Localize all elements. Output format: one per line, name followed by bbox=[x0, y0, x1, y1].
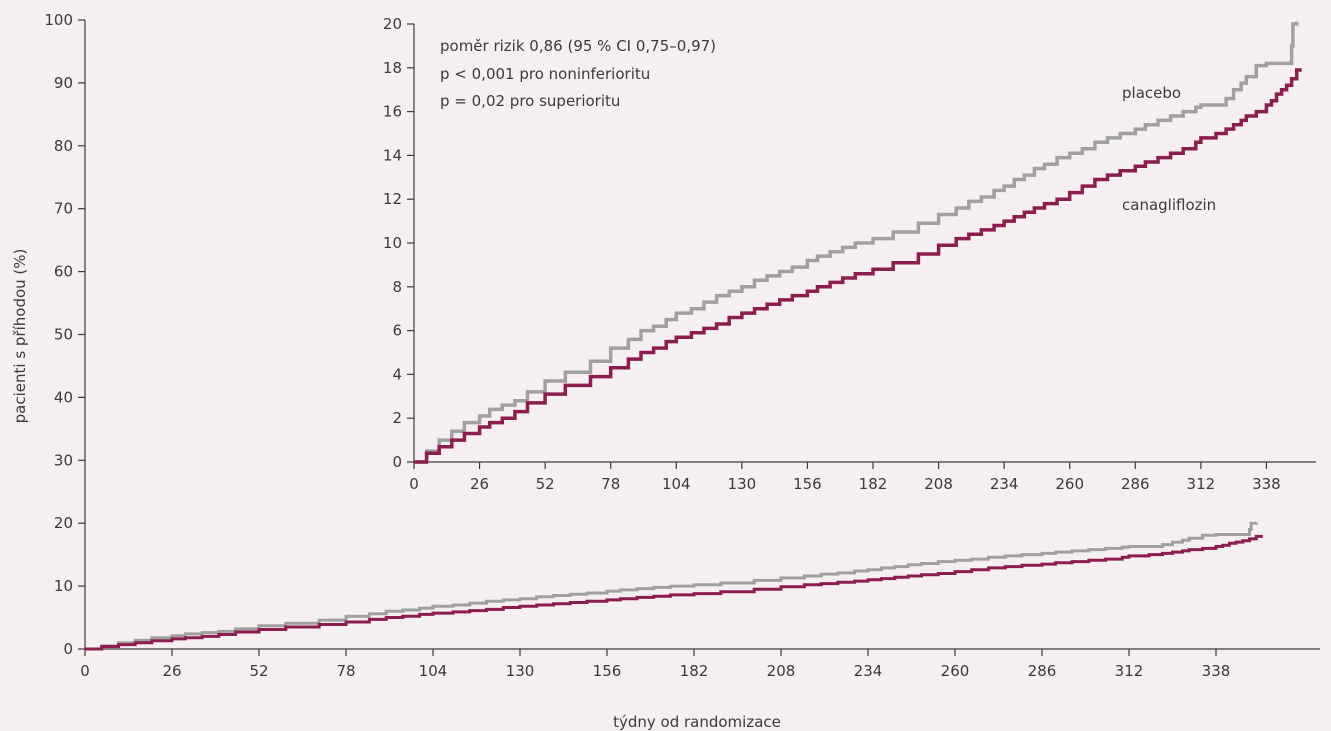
main-y-tick-label: 100 bbox=[44, 11, 73, 29]
inset-x-tick-label: 260 bbox=[1055, 475, 1084, 493]
main-axes: 0 26 52 78 104 130 156 182 208 234 260 286 312 338010… bbox=[44, 11, 1320, 680]
x-axis-title: týdny od randomizace bbox=[613, 713, 781, 731]
series-label-canagliflozin: canagliflozin bbox=[1122, 196, 1216, 214]
main-x-tick-label: 312 bbox=[1115, 662, 1144, 680]
inset-y-tick-label: 0 bbox=[392, 453, 402, 471]
inset-y-tick-label: 2 bbox=[392, 409, 402, 427]
main-y-tick-label: 20 bbox=[54, 514, 73, 532]
inset-x-tick-label: 78 bbox=[601, 475, 620, 493]
inset-y-tick-label: 12 bbox=[383, 190, 402, 208]
main-x-tick-label: 208 bbox=[767, 662, 796, 680]
inset-x-tick-label: 234 bbox=[990, 475, 1019, 493]
main-x-tick-label: 338 bbox=[1202, 662, 1231, 680]
main-y-tick-label: 70 bbox=[54, 200, 73, 218]
main-series bbox=[85, 521, 1263, 651]
series-label-placebo: placebo bbox=[1122, 84, 1181, 102]
main-y-tick-label: 0 bbox=[63, 640, 73, 658]
inset-series bbox=[414, 21, 1302, 464]
inset-series-canagliflozin bbox=[414, 68, 1302, 464]
main-x-tick-label: 104 bbox=[419, 662, 448, 680]
inset-x-tick-label: 286 bbox=[1121, 475, 1150, 493]
inset-y-tick-label: 6 bbox=[392, 322, 402, 340]
inset-series-placebo bbox=[414, 21, 1299, 464]
main-y-tick-label: 50 bbox=[54, 326, 73, 344]
inset-y-tick-label: 4 bbox=[392, 365, 402, 383]
main-series-placebo bbox=[85, 521, 1258, 651]
main-x-tick-label: 26 bbox=[162, 662, 181, 680]
inset-axes: 0 26 52 78 104 130 156 182 208 234 260 286 312 338024… bbox=[383, 15, 1316, 493]
main-x-tick-label: 52 bbox=[249, 662, 268, 680]
annotation-superiority: p = 0,02 pro superioritu bbox=[440, 92, 620, 110]
y-axis-title: pacienti s příhodou (%) bbox=[11, 249, 29, 424]
inset-x-tick-label: 312 bbox=[1187, 475, 1216, 493]
inset-x-tick-label: 26 bbox=[470, 475, 489, 493]
main-y-tick-label: 30 bbox=[54, 451, 73, 469]
main-x-tick-label: 0 bbox=[80, 662, 90, 680]
inset-x-tick-label: 52 bbox=[536, 475, 555, 493]
main-x-tick-label: 286 bbox=[1028, 662, 1057, 680]
inset-y-tick-label: 20 bbox=[383, 15, 402, 33]
annotation-hazard-ratio: poměr rizik 0,86 (95 % CI 0,75–0,97) bbox=[440, 37, 716, 55]
inset-x-tick-label: 0 bbox=[409, 475, 419, 493]
main-x-tick-label: 260 bbox=[941, 662, 970, 680]
main-y-tick-label: 40 bbox=[54, 388, 73, 406]
inset-y-tick-label: 16 bbox=[383, 103, 402, 121]
main-y-tick-label: 90 bbox=[54, 74, 73, 92]
main-x-tick-label: 234 bbox=[854, 662, 883, 680]
inset-y-tick-label: 18 bbox=[383, 59, 402, 77]
main-y-tick-label: 80 bbox=[54, 137, 73, 155]
main-x-tick-label: 156 bbox=[593, 662, 622, 680]
main-x-tick-label: 78 bbox=[336, 662, 355, 680]
inset-annotations: poměr rizik 0,86 (95 % CI 0,75–0,97) p <… bbox=[440, 37, 1216, 214]
inset-x-tick-label: 208 bbox=[924, 475, 953, 493]
inset-y-tick-label: 8 bbox=[392, 278, 402, 296]
inset-x-tick-label: 338 bbox=[1252, 475, 1281, 493]
main-x-tick-label: 130 bbox=[506, 662, 535, 680]
inset-x-tick-label: 104 bbox=[662, 475, 691, 493]
main-series-canagliflozin bbox=[85, 534, 1263, 651]
inset-x-tick-label: 130 bbox=[728, 475, 757, 493]
inset-x-tick-label: 182 bbox=[859, 475, 888, 493]
main-y-tick-label: 60 bbox=[54, 263, 73, 281]
main-x-tick-label: 182 bbox=[680, 662, 709, 680]
inset-y-tick-label: 10 bbox=[383, 234, 402, 252]
inset-y-tick-label: 14 bbox=[383, 146, 402, 164]
inset-x-tick-label: 156 bbox=[793, 475, 822, 493]
main-y-tick-label: 10 bbox=[54, 577, 73, 595]
annotation-noninferiority: p < 0,001 pro noninferioritu bbox=[440, 65, 650, 83]
